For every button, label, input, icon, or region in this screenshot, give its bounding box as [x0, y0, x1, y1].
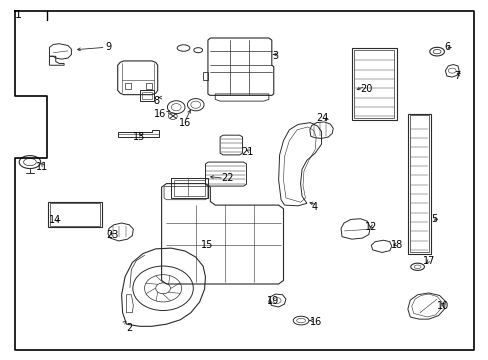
Text: 9: 9	[105, 42, 111, 52]
Text: 18: 18	[390, 240, 402, 250]
Bar	[351, 48, 396, 120]
Text: 16: 16	[310, 317, 322, 327]
Text: 7: 7	[453, 71, 460, 81]
Text: 4: 4	[311, 202, 317, 212]
Text: 16: 16	[154, 109, 166, 119]
Text: 10: 10	[436, 301, 448, 311]
Text: 23: 23	[106, 230, 118, 239]
Text: 14: 14	[48, 215, 61, 225]
Text: 22: 22	[221, 173, 234, 183]
Bar	[171, 178, 207, 198]
Text: 3: 3	[272, 51, 278, 61]
Text: 1: 1	[14, 10, 21, 20]
Bar	[50, 203, 100, 226]
Text: 20: 20	[359, 84, 372, 94]
Bar	[407, 114, 430, 253]
Text: 6: 6	[444, 42, 449, 52]
Text: 19: 19	[266, 296, 279, 306]
Text: 8: 8	[153, 96, 159, 106]
Bar	[140, 90, 154, 101]
Text: 5: 5	[430, 215, 437, 224]
Bar	[409, 116, 428, 252]
Text: 24: 24	[316, 113, 328, 123]
Text: 12: 12	[364, 222, 377, 232]
Text: 16: 16	[178, 118, 190, 128]
Text: 21: 21	[241, 147, 253, 157]
Text: 2: 2	[126, 323, 132, 333]
Text: 17: 17	[422, 256, 434, 266]
Text: 15: 15	[200, 240, 213, 250]
Bar	[48, 202, 102, 227]
Bar	[353, 50, 393, 118]
Text: 13: 13	[133, 132, 145, 142]
Bar	[173, 180, 205, 196]
Bar	[146, 83, 152, 89]
Bar	[142, 92, 152, 99]
Bar	[125, 83, 131, 89]
Text: 11: 11	[36, 162, 48, 172]
